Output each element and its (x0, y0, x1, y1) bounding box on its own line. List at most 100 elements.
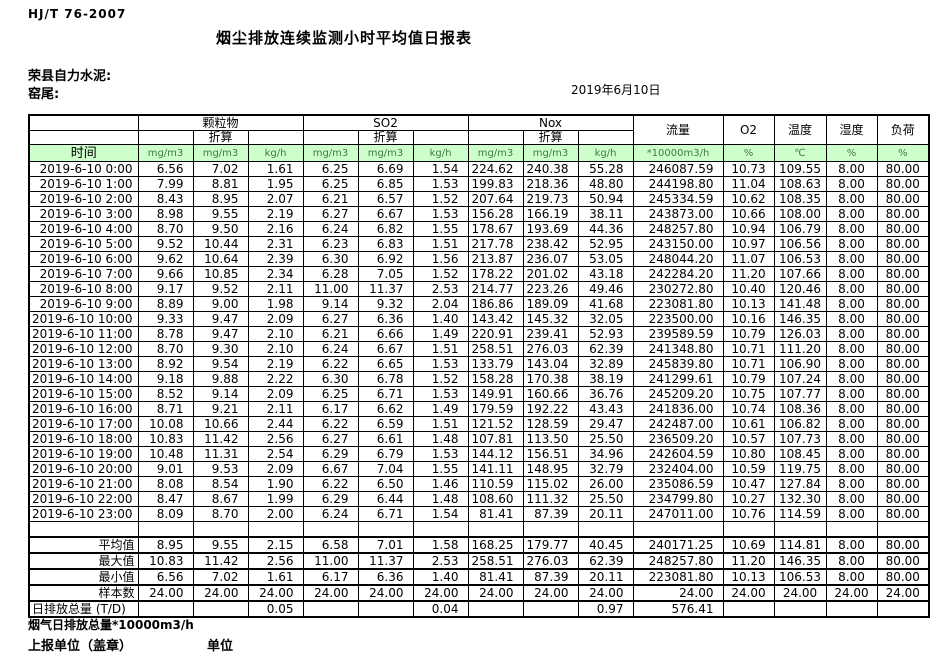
value-cell: 115.02 (522, 476, 579, 492)
value-cell: 6.24 (302, 341, 359, 357)
value-cell: 218.36 (522, 176, 579, 192)
value-cell: 9.30 (192, 341, 249, 357)
value-cell: 24.00 (825, 584, 878, 602)
value-cell: 10.13 (722, 568, 775, 586)
value-cell: 158.28 (467, 371, 524, 387)
value-cell: 62.39 (577, 341, 634, 357)
value-cell: 1.53 (412, 386, 469, 402)
value-cell: 2.22 (247, 371, 304, 387)
value-cell: 148.95 (522, 461, 579, 477)
table-row: 2019-6-10 15:00 8.52 9.14 2.09 6.25 6.71 1.53 1… (28, 386, 930, 402)
value-cell: 141.11 (467, 461, 524, 477)
value-cell: 8.00 (825, 326, 878, 342)
value-cell: 9.01 (137, 461, 194, 477)
unit-label: kg/h (247, 144, 304, 162)
value-cell: 109.55 (773, 161, 827, 177)
value-cell: 80.00 (876, 356, 930, 372)
value-cell: 223081.80 (632, 568, 724, 586)
value-cell: 133.79 (467, 356, 524, 372)
value-cell: 156.28 (467, 206, 524, 222)
time-cell: 2019-6-10 19:00 (28, 446, 139, 462)
location-label: 窑尾: (28, 87, 60, 102)
value-cell: 243873.00 (632, 206, 724, 222)
value-cell: 8.00 (825, 251, 878, 267)
empty-cell (522, 521, 579, 538)
time-cell: 2019-6-10 17:00 (28, 416, 139, 432)
value-cell: 80.00 (876, 236, 930, 252)
value-cell: 2.19 (247, 356, 304, 372)
value-cell: 6.21 (302, 326, 359, 342)
value-cell: 236509.20 (632, 431, 724, 447)
value-cell: 10.71 (722, 356, 775, 372)
value-cell: 8.00 (825, 371, 878, 387)
value-cell: 160.66 (522, 386, 579, 402)
value-cell: 6.44 (357, 491, 414, 507)
value-cell: 6.36 (357, 311, 414, 327)
value-cell: 1.53 (412, 176, 469, 192)
value-cell: 8.09 (137, 506, 194, 522)
header-blank-cell (28, 114, 139, 131)
value-cell: 9.14 (192, 386, 249, 402)
value-cell: 8.78 (137, 326, 194, 342)
value-cell: 6.57 (357, 191, 414, 207)
value-cell: 87.39 (522, 568, 579, 586)
value-cell: 80.00 (876, 416, 930, 432)
table-row: 2019-6-10 5:00 9.52 10.44 2.31 6.23 6.83 1.51 2… (28, 236, 930, 252)
table-row: 2019-6-10 10:00 9.33 9.47 2.09 6.27 6.36 1.40 1… (28, 311, 930, 327)
value-cell: 50.94 (577, 191, 634, 207)
value-cell: 576.41 (632, 600, 724, 618)
value-cell: 6.23 (302, 236, 359, 252)
value-cell: 8.00 (825, 476, 878, 492)
value-cell: 111.32 (522, 491, 579, 507)
value-cell: 10.47 (722, 476, 775, 492)
value-cell: 62.39 (577, 552, 634, 570)
value-cell (722, 600, 775, 618)
value-cell: 1.40 (412, 568, 469, 586)
table-row: 2019-6-10 23:00 8.09 8.70 2.00 6.24 6.71 1.54 8… (28, 506, 930, 522)
empty-cell (247, 521, 304, 538)
value-cell: 10.13 (722, 296, 775, 312)
value-cell: 224.62 (467, 161, 524, 177)
value-cell: 186.86 (467, 296, 524, 312)
value-cell: 8.00 (825, 161, 878, 177)
value-cell: 8.00 (825, 416, 878, 432)
value-cell: 1.58 (412, 536, 469, 554)
value-cell: 114.81 (773, 536, 827, 554)
summary-row: 最大值 10.83 11.42 2.56 11.00 11.37 2.53 258.51 276… (28, 552, 930, 570)
value-cell: 1.56 (412, 251, 469, 267)
value-cell: 248044.20 (632, 251, 724, 267)
value-cell: 107.73 (773, 431, 827, 447)
unit-label: mg/m3 (522, 144, 579, 162)
value-cell: 25.50 (577, 431, 634, 447)
value-cell: 40.45 (577, 536, 634, 554)
value-cell: 41.68 (577, 296, 634, 312)
value-cell: 8.00 (825, 341, 878, 357)
unit-label: mg/m3 (192, 144, 249, 162)
unit-label: 单位 (207, 639, 234, 654)
value-cell: 8.47 (137, 491, 194, 507)
time-cell: 2019-6-10 13:00 (28, 356, 139, 372)
value-cell: 24.00 (632, 584, 724, 602)
header-blank-cell (302, 130, 359, 145)
value-cell: 8.00 (825, 206, 878, 222)
value-cell: 8.00 (825, 386, 878, 402)
col-group-so2: SO2 (302, 114, 469, 131)
time-cell: 2019-6-10 5:00 (28, 236, 139, 252)
value-cell: 2.09 (247, 311, 304, 327)
time-cell: 2019-6-10 1:00 (28, 176, 139, 192)
report-date: 2019年6月10日 (571, 83, 661, 97)
value-cell: 6.24 (302, 221, 359, 237)
value-cell: 80.00 (876, 191, 930, 207)
value-cell: 1.95 (247, 176, 304, 192)
value-cell: 8.00 (825, 506, 878, 522)
value-cell: 106.53 (773, 568, 827, 586)
value-cell: 1.49 (412, 326, 469, 342)
value-cell: 10.80 (722, 446, 775, 462)
value-cell: 8.00 (825, 191, 878, 207)
value-cell: 6.30 (302, 251, 359, 267)
value-cell: 8.89 (137, 296, 194, 312)
value-cell: 80.00 (876, 326, 930, 342)
value-cell: 193.69 (522, 221, 579, 237)
value-cell: 239589.59 (632, 326, 724, 342)
